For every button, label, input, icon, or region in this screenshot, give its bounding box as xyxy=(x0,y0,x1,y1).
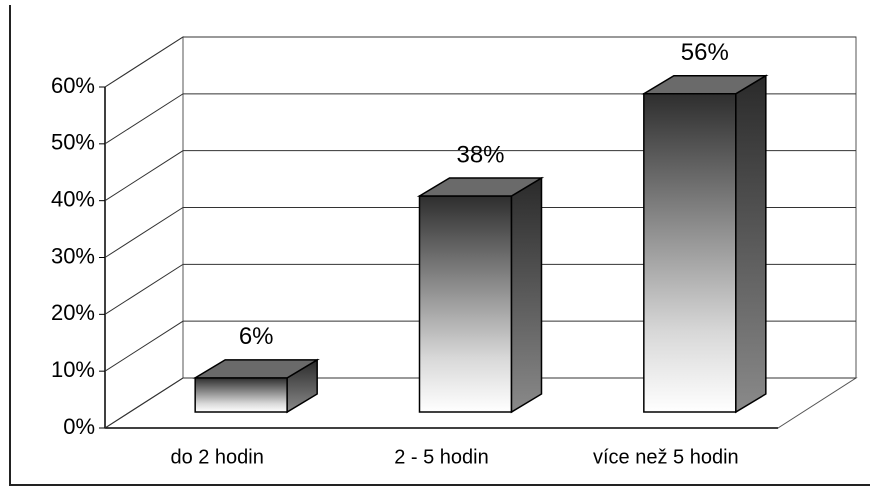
y-tick-label: 60% xyxy=(51,73,95,98)
value-label: 6% xyxy=(239,323,274,350)
bar-side xyxy=(735,74,767,414)
y-tick-label: 40% xyxy=(51,186,95,211)
bar xyxy=(418,195,513,413)
bar-top xyxy=(641,74,769,95)
grid-line xyxy=(104,93,856,145)
x-tick-label: do 2 hodin xyxy=(170,446,263,468)
grid-line xyxy=(104,207,856,258)
grid-line xyxy=(104,263,856,315)
value-label: 56% xyxy=(681,39,729,66)
bar-side xyxy=(510,176,543,414)
y-tick-label: 30% xyxy=(51,243,95,268)
y-tick-label: 20% xyxy=(51,300,95,325)
grid-line xyxy=(104,377,856,429)
x-tick-label: 2 - 5 hodin xyxy=(394,446,489,468)
frame xyxy=(9,5,870,486)
grid-line xyxy=(104,36,856,88)
y-tick-label: 10% xyxy=(51,357,95,382)
grid-line xyxy=(104,150,856,202)
y-tick-label: 50% xyxy=(51,130,95,155)
bar xyxy=(194,377,288,413)
x-tick-label: více než 5 hodin xyxy=(593,446,739,468)
grid-line xyxy=(104,320,856,372)
bar-top xyxy=(416,177,545,197)
bar xyxy=(643,92,737,413)
bar-top xyxy=(192,359,320,379)
value-label: 38% xyxy=(456,141,504,168)
y-tick-label: 0% xyxy=(63,414,95,439)
